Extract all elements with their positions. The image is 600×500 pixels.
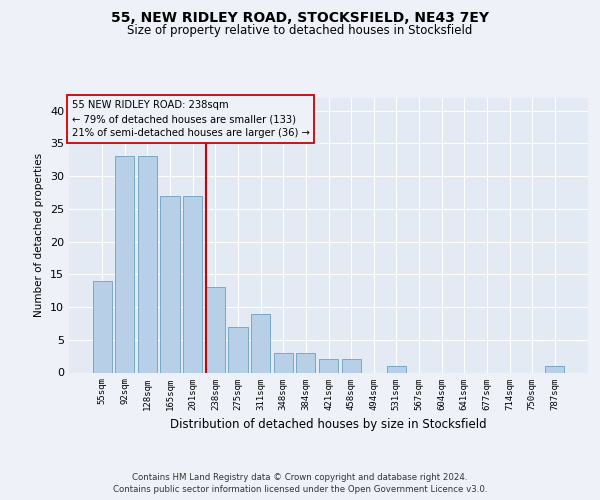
Text: Contains public sector information licensed under the Open Government Licence v3: Contains public sector information licen… xyxy=(113,485,487,494)
Bar xyxy=(319,360,338,372)
Bar xyxy=(160,196,180,372)
Bar xyxy=(229,326,248,372)
Bar xyxy=(183,196,202,372)
Bar xyxy=(274,353,293,372)
Bar xyxy=(251,314,270,372)
Bar xyxy=(138,156,157,372)
Bar xyxy=(115,156,134,372)
Text: 55, NEW RIDLEY ROAD, STOCKSFIELD, NE43 7EY: 55, NEW RIDLEY ROAD, STOCKSFIELD, NE43 7… xyxy=(111,11,489,25)
Bar xyxy=(206,288,225,372)
Bar xyxy=(92,281,112,372)
Bar xyxy=(341,360,361,372)
Bar xyxy=(296,353,316,372)
X-axis label: Distribution of detached houses by size in Stocksfield: Distribution of detached houses by size … xyxy=(170,418,487,431)
Text: Contains HM Land Registry data © Crown copyright and database right 2024.: Contains HM Land Registry data © Crown c… xyxy=(132,472,468,482)
Y-axis label: Number of detached properties: Number of detached properties xyxy=(34,153,44,317)
Text: 55 NEW RIDLEY ROAD: 238sqm
← 79% of detached houses are smaller (133)
21% of sem: 55 NEW RIDLEY ROAD: 238sqm ← 79% of deta… xyxy=(71,100,310,138)
Bar xyxy=(545,366,565,372)
Bar xyxy=(387,366,406,372)
Text: Size of property relative to detached houses in Stocksfield: Size of property relative to detached ho… xyxy=(127,24,473,37)
